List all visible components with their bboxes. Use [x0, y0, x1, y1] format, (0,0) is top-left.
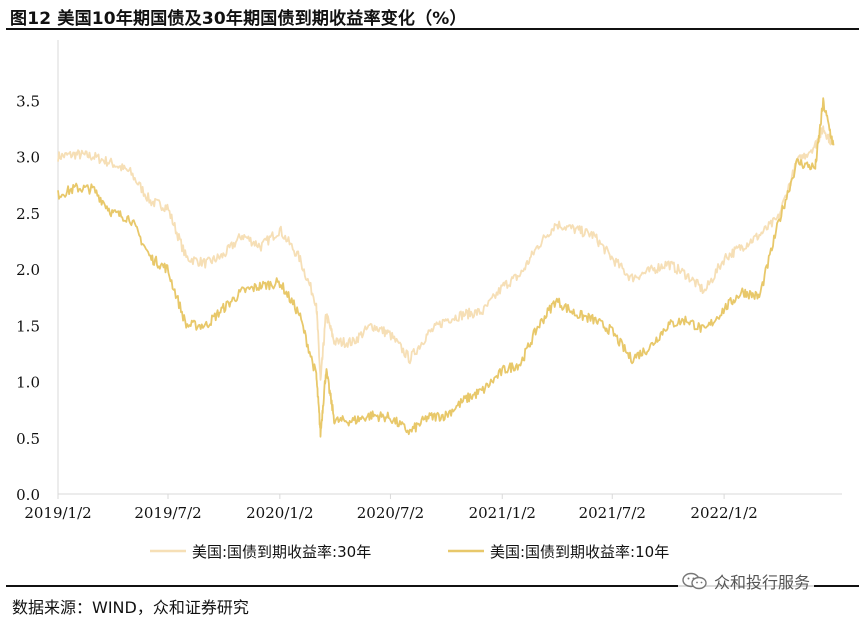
- y-tick-label: 2.5: [16, 205, 40, 223]
- series-line-30y: [57, 125, 835, 381]
- y-tick-label: 0.0: [16, 486, 40, 504]
- y-tick-label: 3.5: [16, 92, 40, 110]
- y-tick-label: 3.0: [16, 149, 40, 167]
- top-rule: [6, 28, 859, 30]
- line-chart: 0.0 0.5 1.0 1.5 2.0 2.5 3.0 3.5 2019/1/2 2019/7/2…: [16, 40, 842, 561]
- y-tick-label: 1.5: [16, 317, 40, 335]
- x-tick-label: 2022/1/2: [690, 504, 757, 522]
- y-tick-label: 0.5: [16, 430, 40, 448]
- x-tick-label: 2020/1/2: [246, 504, 313, 522]
- watermark-text: 众和投行服务: [714, 573, 811, 592]
- x-tick-label: 2019/1/2: [24, 504, 91, 522]
- bottom-rule: [6, 585, 859, 587]
- x-tick-label: 2019/7/2: [134, 504, 201, 522]
- x-tick-label: 2021/1/2: [469, 504, 536, 522]
- y-tick-label: 1.0: [16, 374, 40, 392]
- watermark: 众和投行服务: [678, 570, 815, 592]
- y-tick-label: 2.0: [16, 261, 40, 279]
- legend-label: 美国:国债到期收益率:30年: [192, 543, 371, 561]
- x-tick-label: 2020/7/2: [357, 504, 424, 522]
- wechat-icon: [682, 572, 707, 590]
- chart-title: 图12 美国10年期国债及30年期国债到期收益率变化（%）: [10, 9, 467, 29]
- x-tick-label: 2021/7/2: [579, 504, 646, 522]
- series-line-10y: [57, 97, 835, 438]
- legend-label: 美国:国债到期收益率:10年: [490, 543, 669, 561]
- source-note: 数据来源：WIND，众和证券研究: [12, 598, 249, 617]
